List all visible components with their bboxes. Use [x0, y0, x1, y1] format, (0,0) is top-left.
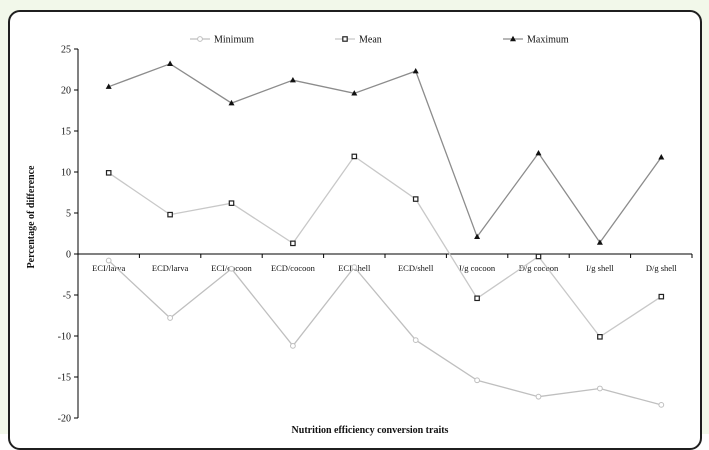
data-point-mean — [351, 153, 358, 160]
y-tick-label: -10 — [58, 332, 71, 343]
chart-axes: 25 20 15 10 5 0 -5 -10 -15 -20 ECI/larva ECD/larva E… — [58, 45, 693, 425]
data-point-mean — [658, 293, 665, 300]
data-point-maximum — [105, 83, 112, 89]
legend-label: Maximum — [527, 35, 569, 46]
series-mean — [105, 153, 665, 340]
y-tick-label: 20 — [61, 86, 71, 97]
legend-label: Minimum — [214, 35, 254, 46]
series-line-maximum — [108, 63, 662, 244]
legend-marker — [197, 36, 203, 42]
data-point-maximum — [596, 239, 603, 245]
data-point-mean — [535, 253, 542, 260]
data-point-minimum — [167, 315, 174, 321]
legend-marker — [510, 35, 516, 42]
data-point-maximum — [474, 233, 481, 239]
data-point-maximum — [289, 76, 296, 83]
data-point-minimum — [535, 393, 542, 400]
legend-label: Mean — [359, 35, 382, 46]
series-line-mean — [108, 155, 662, 338]
legend-marker — [342, 36, 348, 42]
y-axis-label: Percentage of difference — [26, 165, 37, 268]
y-tick-label: -5 — [63, 291, 71, 302]
data-point-mean — [412, 196, 419, 202]
data-point-maximum — [412, 67, 419, 74]
data-point-mean — [228, 200, 235, 206]
data-point-mean — [105, 170, 112, 176]
x-tick-label: ECI/larva — [92, 263, 125, 273]
chart-series — [105, 60, 665, 408]
data-point-maximum — [658, 154, 665, 160]
y-tick-label: 15 — [61, 127, 71, 138]
y-tick-label: -15 — [58, 373, 71, 384]
x-tick-label: D/g shell — [646, 263, 678, 273]
x-axis-label: Nutrition efficiency conversion traits — [292, 425, 449, 436]
x-tick-label: ECD/cocoon — [271, 263, 316, 273]
series-maximum — [105, 60, 665, 245]
chart-legend: Minimum Mean Maximum — [190, 35, 569, 46]
y-tick-label: -20 — [58, 414, 71, 425]
series-line-minimum — [108, 260, 662, 406]
data-point-minimum — [412, 337, 419, 344]
data-point-mean — [597, 334, 603, 340]
data-point-minimum — [597, 385, 603, 392]
x-tick-label: I/g cocoon — [459, 263, 496, 273]
legend-item-mean: Mean — [335, 35, 382, 46]
data-point-maximum — [228, 99, 235, 106]
y-tick-label: 0 — [66, 250, 71, 261]
data-point-minimum — [105, 257, 112, 264]
chart-card: 25 20 15 10 5 0 -5 -10 -15 -20 ECI/larva ECD/larva E… — [8, 10, 702, 450]
data-point-minimum — [658, 401, 665, 408]
line-chart: 25 20 15 10 5 0 -5 -10 -15 -20 ECI/larva ECD/larva E… — [26, 35, 693, 436]
x-tick-label: I/g shell — [586, 263, 614, 273]
data-point-mean — [290, 240, 296, 247]
data-point-minimum — [474, 377, 481, 384]
y-tick-label: 10 — [61, 168, 71, 179]
y-tick-label: 25 — [61, 45, 71, 56]
data-point-maximum — [535, 149, 542, 156]
data-point-minimum — [228, 265, 235, 272]
data-point-maximum — [351, 90, 358, 96]
data-point-mean — [474, 295, 480, 302]
data-point-minimum — [290, 342, 296, 349]
x-tick-label: ECD/shell — [398, 263, 434, 273]
data-point-maximum — [167, 60, 174, 66]
legend-item-maximum: Maximum — [503, 35, 569, 46]
data-point-minimum — [351, 264, 358, 271]
x-tick-label: ECD/larva — [152, 263, 189, 273]
y-tick-label: 5 — [66, 209, 71, 220]
legend-item-minimum: Minimum — [190, 35, 254, 46]
x-tick-label: D/g cocoon — [519, 263, 559, 273]
data-point-mean — [167, 211, 173, 218]
series-minimum — [105, 257, 665, 408]
